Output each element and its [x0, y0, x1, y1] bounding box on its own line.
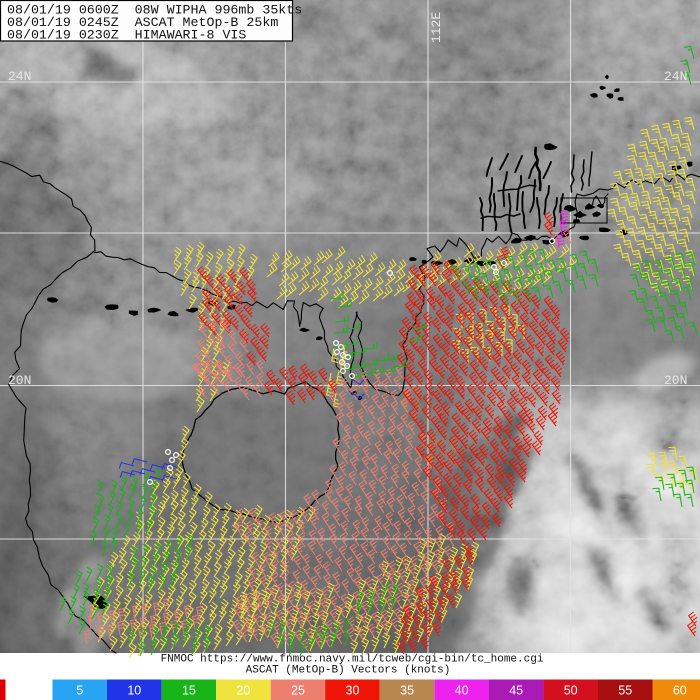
svg-text:20N: 20N [8, 373, 31, 388]
svg-text:40: 40 [455, 684, 469, 698]
svg-text:45: 45 [509, 684, 523, 698]
svg-text:35: 35 [400, 684, 414, 698]
svg-text:20: 20 [236, 684, 250, 698]
svg-text:10: 10 [127, 684, 141, 698]
svg-text:60: 60 [673, 684, 687, 698]
svg-text:24N: 24N [664, 69, 687, 84]
svg-text:20N: 20N [664, 373, 687, 388]
svg-text:25: 25 [291, 684, 305, 698]
svg-text:55: 55 [618, 684, 632, 698]
svg-text:5: 5 [76, 684, 83, 698]
svg-text:30: 30 [346, 684, 360, 698]
svg-text:08/01/19 0230Z HIMAWARI-8 VIS: 08/01/19 0230Z HIMAWARI-8 VIS [7, 27, 246, 42]
svg-text:15: 15 [182, 684, 196, 698]
svg-text:ASCAT (MetOp-B) Vectors (knots: ASCAT (MetOp-B) Vectors (knots) [246, 665, 451, 677]
svg-text:24N: 24N [8, 69, 31, 84]
svg-text:112E: 112E [429, 12, 444, 43]
svg-text:50: 50 [564, 684, 578, 698]
